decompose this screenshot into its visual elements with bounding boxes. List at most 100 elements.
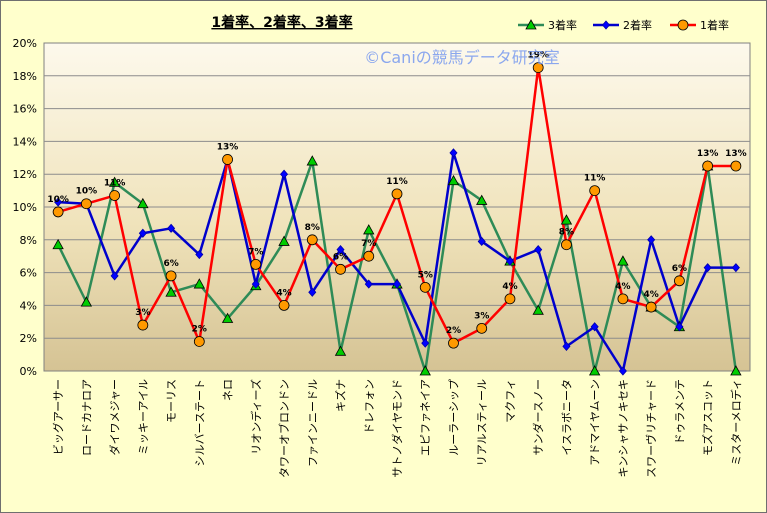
- x-tick-label: ロードカナロア: [80, 379, 93, 456]
- data-label: 6%: [163, 259, 178, 269]
- x-tick-label: アドマイヤムーン: [589, 379, 602, 466]
- watermark: ©Caniの競馬データ研究室: [364, 48, 560, 67]
- data-label: 7%: [248, 247, 263, 257]
- data-label: 8%: [559, 228, 574, 238]
- data-point: [532, 304, 544, 315]
- data-point: [334, 345, 347, 356]
- data-point: [165, 286, 177, 297]
- data-point: [137, 319, 149, 331]
- series-lines: [52, 62, 742, 376]
- data-point: [391, 188, 403, 200]
- data-label: 3%: [474, 311, 489, 321]
- data-point: [306, 155, 318, 166]
- data-label: 6%: [672, 264, 687, 274]
- data-point: [590, 322, 599, 332]
- x-tick-label: キンシャサノキセキ: [617, 379, 630, 477]
- x-tick-label: サンダースノー: [531, 379, 545, 455]
- y-tick-label: 2%: [20, 332, 37, 345]
- data-point: [504, 293, 516, 305]
- data-point: [532, 62, 544, 73]
- x-tick-label: リオンディーズ: [249, 379, 263, 455]
- data-point: [278, 235, 290, 246]
- data-point: [364, 279, 373, 289]
- data-point: [703, 263, 712, 273]
- x-axis-labels: ビッグアーサー ロードカナロア ダイワメジャー ミッキーアイル モーリス シルバーステート…: [51, 379, 743, 478]
- x-tick-label: タワーオブロンドン: [277, 379, 291, 478]
- x-tick-label: イスラボニータ: [560, 379, 573, 456]
- data-point: [647, 235, 656, 245]
- data-point: [448, 337, 459, 349]
- data-point: [54, 197, 63, 207]
- x-tick-label: ルーラーシップ: [447, 379, 460, 456]
- data-point: [618, 366, 627, 376]
- data-point: [419, 281, 431, 293]
- data-point: [80, 198, 92, 210]
- chart-title: 1着率、2着率、3着率: [211, 14, 352, 31]
- data-point: [109, 190, 120, 201]
- x-tick-label: サトノダイヤモンド: [390, 379, 404, 478]
- y-tick-label: 14%: [13, 135, 37, 148]
- y-tick-label: 16%: [13, 103, 37, 116]
- y-tick-label: 4%: [20, 299, 37, 312]
- x-tick-label: モズアスコット: [701, 379, 715, 456]
- data-point: [617, 293, 629, 305]
- data-point: [251, 279, 260, 289]
- data-label: 8%: [305, 223, 320, 233]
- data-point: [730, 365, 742, 376]
- x-tick-label: キズナ: [334, 379, 348, 412]
- data-label: 13%: [725, 149, 747, 159]
- data-point: [80, 296, 93, 307]
- y-tick-label: 12%: [13, 168, 37, 181]
- data-point: [278, 299, 290, 311]
- data-point: [335, 263, 346, 275]
- data-label: 2%: [446, 326, 461, 336]
- x-tick-label: モーリス: [165, 379, 178, 423]
- x-tick-label: スワーヴリチャード: [644, 379, 658, 478]
- data-point: [601, 20, 611, 30]
- data-point: [560, 214, 573, 225]
- data-point: [505, 256, 514, 266]
- data-point: [730, 160, 742, 172]
- data-point: [447, 174, 460, 186]
- data-point: [110, 271, 119, 281]
- data-point: [561, 239, 572, 251]
- data-point: [308, 287, 317, 297]
- data-point: [589, 365, 601, 376]
- data-label: 11%: [386, 177, 408, 187]
- data-labels: 10% 10% 11% 3% 6% 2% 13% 7% 4% 8% 6% 7% 11% 5% 2% 3% 4% 1…: [47, 51, 746, 337]
- data-label: 4%: [276, 288, 291, 298]
- data-point: [52, 238, 64, 250]
- data-point: [476, 322, 488, 334]
- data-point: [392, 279, 402, 289]
- data-label: 4%: [502, 282, 517, 292]
- data-point: [677, 19, 689, 31]
- data-point: [617, 255, 629, 266]
- legend-label: 3着率: [548, 18, 577, 32]
- x-tick-label: シルバーステート: [193, 379, 206, 466]
- data-point: [421, 338, 430, 348]
- x-tick-label: ミッキーアイル: [137, 379, 150, 455]
- data-point: [306, 234, 318, 246]
- y-tick-label: 6%: [20, 267, 37, 280]
- data-point: [674, 275, 685, 287]
- data-point: [562, 341, 571, 352]
- x-tick-label: ビッグアーサー: [51, 379, 65, 455]
- data-point: [137, 197, 149, 209]
- data-label: 19%: [527, 51, 549, 61]
- data-point: [250, 258, 262, 270]
- x-tick-label: ネロ: [222, 379, 235, 401]
- data-label: 13%: [697, 149, 719, 159]
- y-tick-label: 8%: [20, 234, 37, 247]
- x-tick-label: ミスターメロディ: [729, 379, 743, 466]
- data-point: [675, 322, 684, 332]
- data-label: 7%: [361, 239, 376, 249]
- data-point: [52, 206, 64, 218]
- data-point: [195, 249, 204, 260]
- data-label: 4%: [644, 290, 659, 300]
- data-point: [449, 148, 458, 158]
- data-label: 13%: [217, 142, 239, 152]
- x-tick-label: エピファネイア: [419, 379, 432, 456]
- data-point: [476, 194, 488, 205]
- data-label: 11%: [104, 179, 126, 189]
- legend-label: 1着率: [700, 18, 729, 32]
